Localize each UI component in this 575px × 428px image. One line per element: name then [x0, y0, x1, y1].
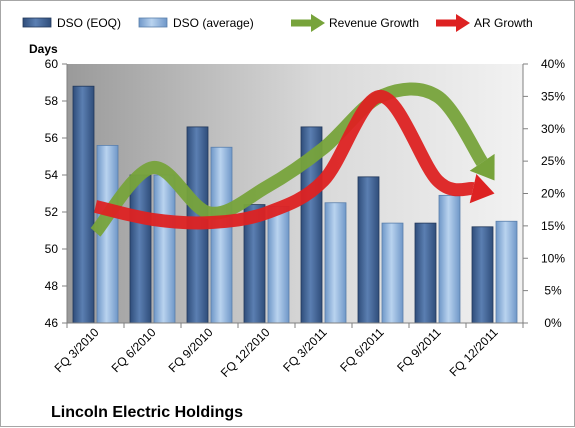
y-right-tick-label: 0% — [544, 316, 562, 330]
legend-label: AR Growth — [474, 16, 533, 30]
revenue-growth-arrow — [90, 82, 488, 237]
y-left-tick-label: 52 — [45, 205, 59, 219]
legend-swatch-revenue-growth — [291, 19, 311, 27]
legend: DSO (EOQ) DSO (average) Revenue Growth AR G… — [22, 14, 533, 32]
x-tick-label: FQ 6/2011 — [337, 325, 387, 375]
company-title: Lincoln Electric Holdings — [51, 404, 243, 421]
bar-dso-eoq — [129, 174, 152, 324]
y-right-tick-label: 5% — [544, 284, 562, 298]
x-tick-label: FQ 12/2010 — [218, 325, 273, 380]
legend-label: DSO (average) — [173, 16, 254, 30]
y-right-tick-label: 40% — [541, 57, 565, 71]
revenue-growth-arrow-head — [469, 153, 495, 181]
y-left-tick-label: 54 — [45, 168, 59, 182]
bar-dso-average — [267, 206, 290, 324]
bar-dso-average — [381, 222, 404, 324]
bar-dso-average — [210, 146, 233, 324]
y-right-tick-label: 35% — [541, 89, 565, 103]
legend-swatch-dso-average — [138, 17, 168, 28]
y-axis-right: 0% 5% 10% 15% 20% 25% 30% 35% 40% — [522, 57, 565, 330]
y-axis-title: Days — [29, 42, 58, 56]
y-left-tick-label: 56 — [45, 131, 59, 145]
y-right-tick-label: 25% — [541, 154, 565, 168]
y-axis-left: 46 48 50 52 54 56 58 60 — [45, 57, 68, 330]
bar-dso-eoq — [357, 176, 380, 324]
ar-growth-arrow-head — [469, 173, 495, 204]
bar-dso-eoq — [471, 226, 494, 324]
bar-dso-average — [438, 194, 461, 324]
y-left-tick-label: 60 — [45, 57, 59, 71]
bar-dso-average — [153, 174, 176, 324]
bar-dso-average — [324, 202, 347, 324]
x-tick-label: FQ 9/2010 — [166, 325, 216, 375]
legend-label: DSO (EOQ) — [57, 16, 121, 30]
y-right-tick-label: 10% — [541, 251, 565, 265]
x-tick-label: FQ 6/2010 — [109, 325, 159, 375]
x-tick-label: FQ 3/2010 — [52, 325, 102, 375]
y-right-tick-label: 15% — [541, 219, 565, 233]
arrow-series — [90, 82, 495, 237]
legend-swatch-ar-growth-head — [456, 14, 470, 32]
y-right-tick-label: 20% — [541, 187, 565, 201]
y-left-tick-label: 58 — [45, 94, 59, 108]
bar-dso-eoq — [414, 222, 437, 324]
x-tick-label: FQ 3/2011 — [280, 325, 330, 375]
bar-dso-eoq — [72, 85, 95, 324]
bar-dso-average — [495, 220, 518, 324]
x-tick-label: FQ 9/2011 — [394, 325, 444, 375]
y-left-tick-label: 46 — [45, 316, 59, 330]
legend-swatch-dso-eoq — [22, 17, 52, 28]
x-tick-label: FQ 12/2011 — [447, 325, 501, 379]
y-right-tick-label: 30% — [541, 122, 565, 136]
y-left-tick-label: 50 — [45, 242, 59, 256]
x-axis: FQ 3/2010 FQ 6/2010 FQ 9/2010 FQ 12/2010 FQ … — [52, 322, 524, 380]
legend-label: Revenue Growth — [329, 16, 419, 30]
bars — [72, 85, 518, 324]
y-left-tick-label: 48 — [45, 279, 59, 293]
legend-swatch-ar-growth — [436, 19, 456, 27]
ar-growth-arrow — [93, 89, 475, 230]
legend-swatch-revenue-growth-head — [311, 14, 325, 32]
